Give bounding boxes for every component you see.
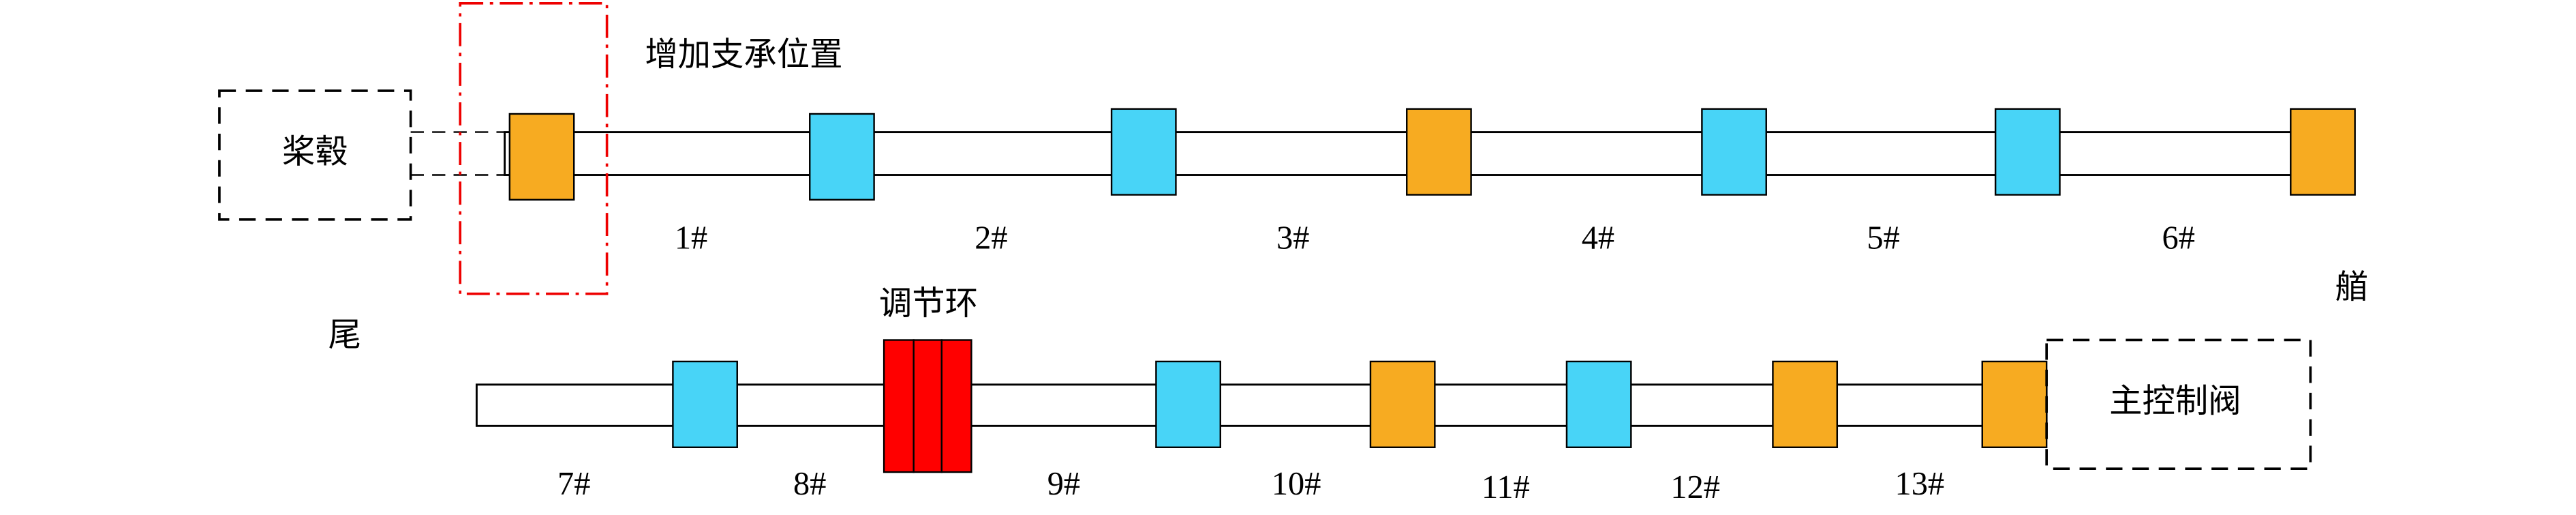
bearing-label: 1# [675,220,707,256]
valve-box [2045,338,2312,471]
bow-label: 艏 [2335,269,2368,306]
support-box [459,2,609,295]
bearing-label: 8# [793,466,826,502]
bearing-label: 10# [1272,466,1321,502]
bearing-label: 6# [2162,220,2195,256]
bearing [809,113,875,201]
bearing-label: 9# [1047,466,1080,502]
bearing-label: 12# [1670,469,1720,505]
bearing-label: 3# [1276,220,1309,256]
bearing-label: 5# [1867,220,1899,256]
bearing [2290,108,2356,196]
bearing [1155,360,1221,448]
hub-box [218,89,412,221]
bearing-label: 4# [1582,220,1614,256]
adjust-ring-label: 调节环 [879,286,978,322]
bearing-label: 13# [1895,466,1945,502]
bearing [1110,108,1177,196]
bearing [672,360,738,448]
hub-label: 桨毂 [282,134,348,171]
bearing-label: 7# [557,466,590,502]
bearing [1981,360,2048,448]
valve-label: 主控制阀 [2109,383,2241,420]
adjust-ring [940,339,972,473]
bearing [1701,108,1767,196]
bearing [1994,108,2061,196]
bearing [508,113,575,201]
bearing [1772,360,1839,448]
bearing [1565,360,1632,448]
support-label: 增加支承位置 [645,37,842,73]
adjust-ring [913,339,943,473]
adjust-ring [883,339,915,473]
bearing-label: 11# [1482,469,1530,505]
stern-label: 尾 [328,317,361,353]
bearing-label: 2# [975,220,1007,256]
bearing [1369,360,1436,448]
bearing [1406,108,1472,196]
